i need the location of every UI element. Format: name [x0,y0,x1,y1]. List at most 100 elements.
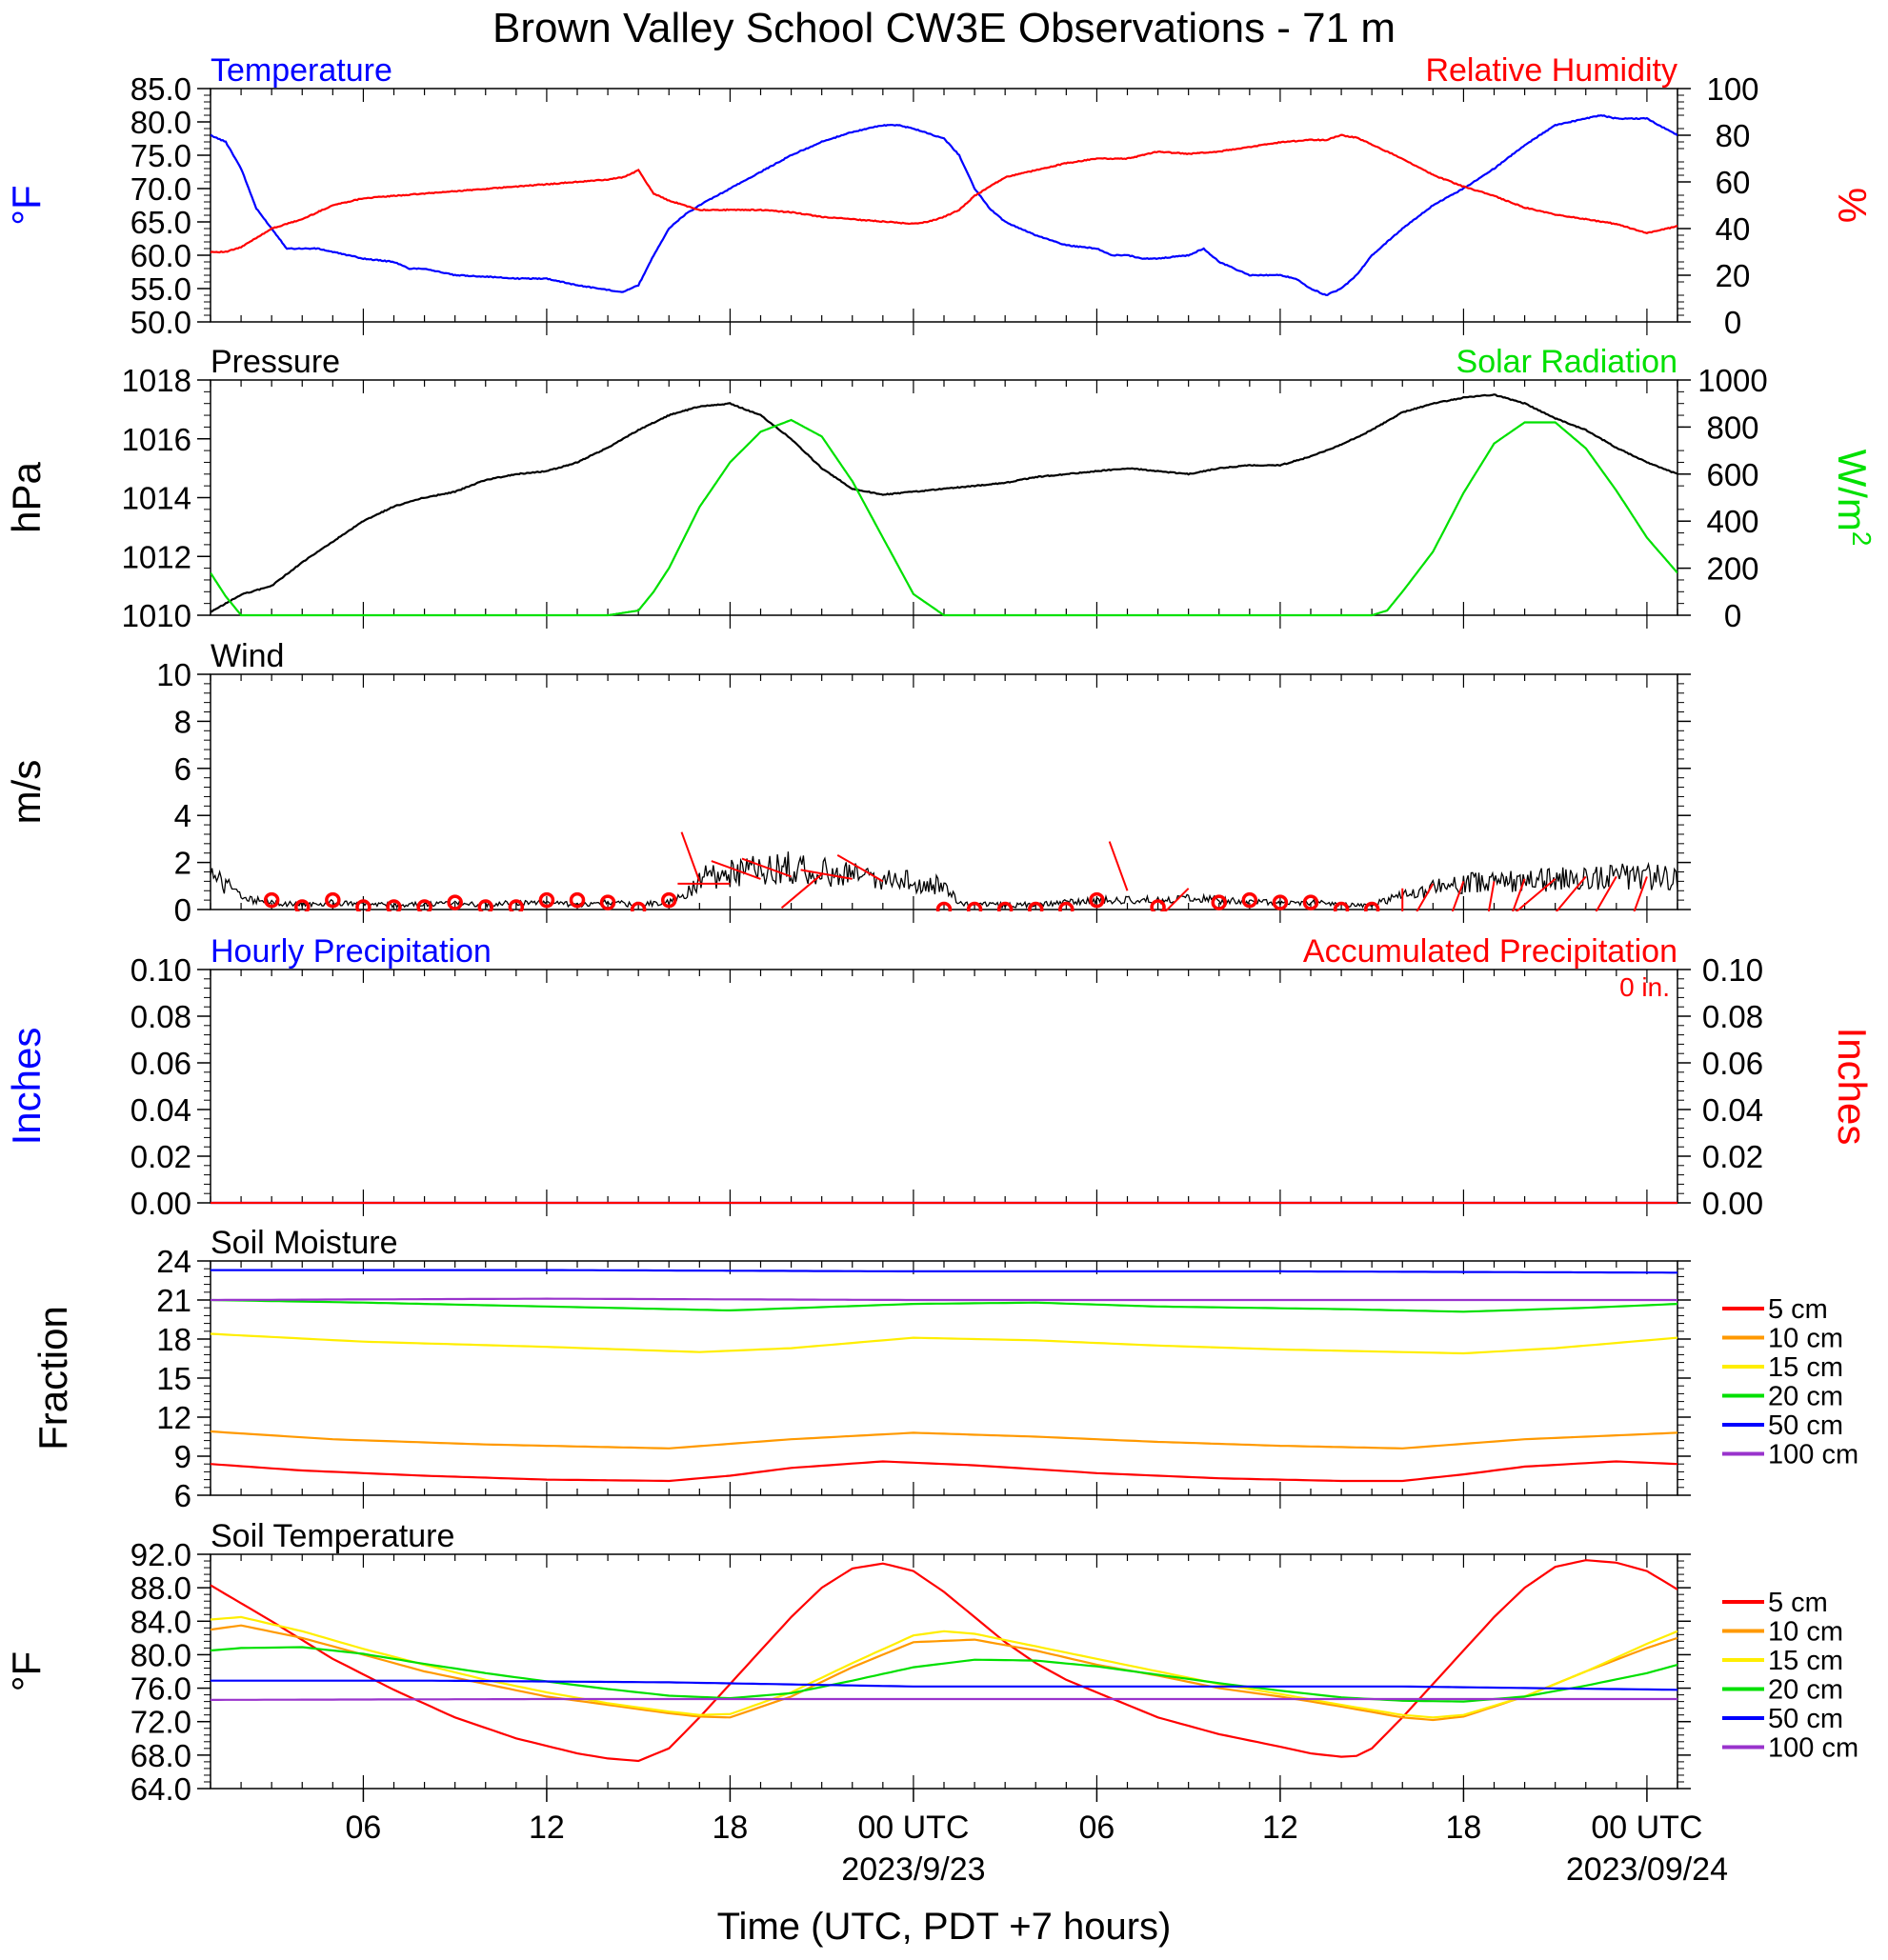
left-tick-label: 0.06 [131,1046,191,1081]
panel-title-right: Accumulated Precipitation [1303,933,1677,970]
series-line-50-cm [211,1679,1677,1691]
left-tick-label: 80.0 [131,105,191,140]
left-tick-label: 88.0 [131,1570,191,1606]
left-tick-label: 60.0 [131,238,191,273]
wind-barb-calm [1089,891,1105,909]
wind-barb-calm [599,894,616,910]
left-tick-label: 84.0 [131,1604,191,1639]
wind-barb-calm [1363,901,1380,911]
legend-label: 10 cm [1768,1324,1843,1354]
wind-barb-calm [661,891,677,909]
legend-label: 5 cm [1768,1588,1828,1618]
series-line-20-cm [211,1646,1677,1703]
wind-barb-calm [447,894,463,910]
panel-temp_rh: 85.080.075.070.065.060.055.050.0 100 80 60 4… [4,52,1875,340]
left-tick-label: 85.0 [131,71,191,107]
wind-barb-calm [263,891,280,909]
legend-label: 20 cm [1768,1675,1843,1706]
panel-title-left: Wind [211,638,284,674]
left-tick-label: 64.0 [131,1771,191,1807]
right-tick-label: 400 [1706,504,1758,539]
left-tick-label: 15 [156,1361,191,1396]
panel-title-left: Hourly Precipitation [211,933,492,970]
legend-label: 5 cm [1768,1294,1828,1325]
series-line-left-0 [211,393,1677,613]
time-tick-date: 2023/9/23 [841,1851,985,1888]
wind-barb-calm [996,901,1014,911]
wind-barb-calm [630,901,647,911]
right-tick-label: 40 [1716,211,1751,247]
legend-label: 20 cm [1768,1382,1843,1412]
accumulated-total: 0 in. [1619,972,1670,1002]
right-tick-label: 800 [1706,410,1758,445]
legend-label: 50 cm [1768,1704,1843,1734]
right-tick-label: 0 [1724,305,1741,340]
right-tick-label: 600 [1706,457,1758,492]
series-group [211,1559,1677,1763]
series-line-left-0 [211,113,1677,296]
panel-title-left: Soil Moisture [211,1225,398,1261]
right-tick-label: 0.00 [1702,1186,1763,1221]
left-tick-label: 24 [156,1244,191,1279]
left-unit-label: Inches [4,1028,49,1146]
panels: 85.080.075.070.065.060.055.050.010080604… [4,52,1878,1807]
right-tick-label: 0.06 [1702,1046,1763,1081]
left-tick-label: 75.0 [131,138,191,173]
series-line-15-cm [211,1615,1677,1719]
wind-barb [680,831,701,882]
unit-superscript: 2 [1848,531,1878,547]
left-tick-label: 1018 [122,363,191,398]
wind-barb [1164,888,1190,911]
right-tick-label: 0 [1724,598,1741,633]
series-line-10-cm [211,1624,1677,1722]
left-tick-label: 0.00 [131,1186,191,1221]
left-tick-label: 1010 [122,598,191,633]
left-tick-label: 10 [156,657,191,692]
wind-barb-calm [416,899,432,911]
wind-barb [1512,878,1526,911]
panel-precip: 0.10 0.08 0.06 0.04 0.02 0.00 0.10 0.08 0.06 0.04… [4,933,1875,1221]
time-tick-label: 06 [346,1810,382,1846]
wind-barb [1595,875,1617,911]
left-tick-label: 12 [156,1400,191,1435]
left-tick-label: 68.0 [131,1738,191,1773]
wind-barb-calm [935,901,953,911]
panel-wind: 10 8 6 4 2 0 Wind m/s [4,638,1691,928]
right-tick-label: 80 [1716,118,1751,153]
right-tick-label: 1000 [1697,363,1767,398]
time-tick-label: 12 [529,1810,565,1846]
left-tick-label: 0.04 [131,1092,191,1128]
series-line-10-cm [211,1430,1677,1450]
wind-barb-calm [508,899,525,911]
series-line-100-cm [211,1297,1677,1302]
left-tick-label: 50.0 [131,305,191,340]
left-tick-label: 76.0 [131,1671,191,1707]
series-group [211,113,1677,296]
series-group [211,393,1677,617]
series-line-100-cm [211,1697,1677,1702]
left-tick-label: 6 [174,751,191,787]
series-line-5-cm [211,1559,1677,1763]
series-line-20-cm [211,1298,1677,1313]
left-tick-label: 72.0 [131,1705,191,1740]
series-line-right-1 [211,133,1677,254]
time-axis-label: Time (UTC, PDT +7 hours) [717,1906,1172,1948]
wind-barb-calm [1241,891,1258,909]
right-tick-label: 0.02 [1702,1139,1763,1174]
left-tick-label: 1014 [122,481,191,516]
panel-title-left: Soil Temperature [211,1518,454,1554]
time-tick-label: 00 UTC [1591,1810,1702,1846]
wind-barb-calm [325,891,341,909]
time-tick-label: 18 [1446,1810,1482,1846]
series-line-right-1 [211,418,1677,617]
panel-title-left: Pressure [211,344,340,380]
left-unit-label: °F [4,185,49,225]
panel-title-left: Temperature [211,52,392,89]
left-tick-label: 1012 [122,539,191,574]
wind-barb [1108,841,1129,891]
right-tick-label: 200 [1706,551,1758,587]
